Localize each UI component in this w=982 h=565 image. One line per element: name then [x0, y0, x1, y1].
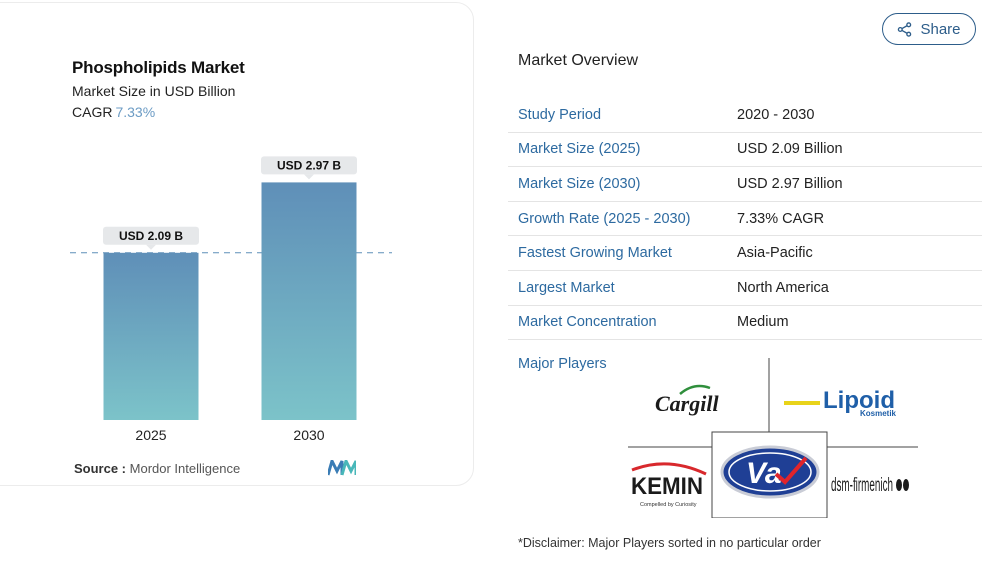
kemin-name: KEMIN: [631, 473, 703, 500]
row-value: 2020 - 2030: [737, 106, 815, 123]
share-icon: [898, 21, 912, 37]
bar-2025: [103, 252, 199, 420]
chart-subtitle: Market Size in USD Billion: [72, 83, 236, 99]
row-value: USD 2.09 Billion: [737, 141, 843, 158]
table-row: Fastest Growing Market Asia-Pacific: [508, 236, 982, 271]
dsm-firmenich-logo: dsm-firmenich: [831, 475, 909, 496]
lipoid-tagline: Kosmetik: [860, 409, 897, 418]
cargill-name: Cargill: [655, 391, 719, 416]
table-row: Largest Market North America: [508, 271, 982, 306]
share-button[interactable]: Share: [882, 13, 976, 45]
bar-2030: [261, 182, 357, 420]
major-players-label: Major Players: [518, 356, 607, 372]
cargill-logo: Cargill: [655, 384, 719, 416]
chart-title: Phospholipids Market: [72, 58, 245, 77]
row-value: Medium: [737, 314, 789, 331]
cagr-line: CAGR 7.33%: [72, 104, 155, 120]
row-value: North America: [737, 279, 829, 296]
row-value: Asia-Pacific: [737, 245, 813, 262]
row-value: USD 2.97 Billion: [737, 175, 843, 192]
data-label-bg: [261, 156, 357, 175]
lipoid-logo: Lipoid Kosmetik: [784, 387, 897, 418]
market-size-card: [0, 2, 474, 486]
data-label-pointer: [304, 174, 314, 180]
overview-table: Study Period 2020 - 2030 Market Size (202…: [508, 98, 982, 341]
source-label: Source :: [74, 461, 127, 476]
kemin-logo: KEMIN Compelled by Curiosity: [631, 462, 707, 508]
data-label: USD 2.97 B: [277, 158, 341, 172]
row-value: 7.33% CAGR: [737, 210, 825, 227]
row-key: Market Size (2025): [518, 141, 641, 158]
dsm-name: dsm-firmenich: [831, 475, 893, 496]
overview-title: Market Overview: [518, 52, 639, 69]
lipoid-name: Lipoid: [823, 387, 895, 414]
va-name: Va: [746, 457, 782, 490]
table-row: Market Size (2030) USD 2.97 Billion: [508, 167, 982, 202]
cagr-label: CAGR: [72, 104, 113, 120]
table-row: Growth Rate (2025 - 2030) 7.33% CAGR: [508, 202, 982, 237]
bar-chart: USD 2.09 B 2025 USD 2.97 B 2030: [70, 156, 392, 443]
row-key: Market Size (2030): [518, 175, 641, 192]
mordor-logo-icon: [328, 460, 356, 476]
source-value: Mordor Intelligence: [129, 461, 241, 476]
major-players-logos: Cargill Lipoid Kosmetik Va KEMIN Compell…: [628, 358, 918, 518]
table-row: Market Size (2025) USD 2.09 Billion: [508, 133, 982, 168]
cagr-value: 7.33%: [115, 104, 156, 120]
row-key: Growth Rate (2025 - 2030): [518, 210, 691, 227]
data-label-pointer: [146, 244, 156, 250]
source-line: Source : Mordor Intelligence: [74, 461, 240, 476]
row-key: Fastest Growing Market: [518, 245, 672, 262]
x-tick-label: 2025: [135, 427, 166, 443]
row-key: Largest Market: [518, 279, 615, 296]
row-key: Market Concentration: [518, 314, 657, 331]
disclaimer: *Disclaimer: Major Players sorted in no …: [518, 536, 821, 550]
x-tick-label: 2030: [293, 427, 324, 443]
va-logo: Va: [720, 445, 820, 499]
share-label: Share: [920, 20, 961, 38]
data-label: USD 2.09 B: [119, 229, 183, 243]
data-label-bg: [103, 226, 199, 245]
kemin-tagline: Compelled by Curiosity: [640, 502, 697, 508]
table-row: Market Concentration Medium: [508, 306, 982, 341]
table-row: Study Period 2020 - 2030: [508, 98, 982, 133]
row-key: Study Period: [518, 106, 602, 123]
